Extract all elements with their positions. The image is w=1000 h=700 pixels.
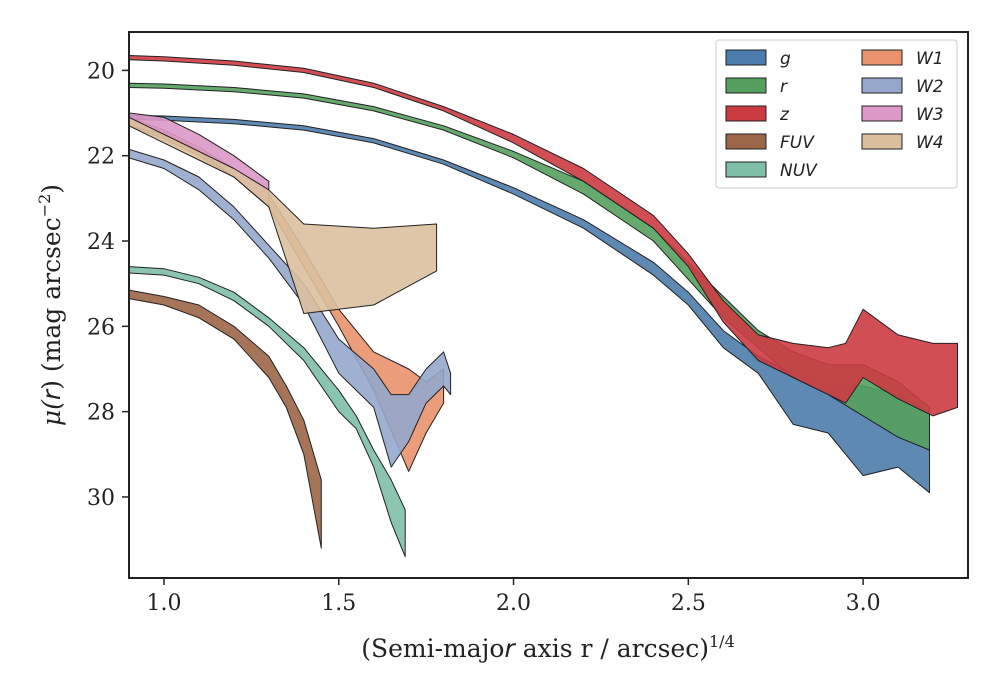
x-tick-label: 3.0	[846, 591, 881, 616]
legend-label-w1: W1	[916, 49, 944, 69]
legend-swatch-w1	[861, 49, 903, 66]
legend-label-r: r	[780, 77, 788, 97]
y-axis-label: μ(r) (mag arcsec−2)	[35, 184, 66, 426]
legend-swatch-w3	[861, 105, 903, 122]
series-layer	[129, 55, 958, 558]
legend-label-w3: W3	[916, 105, 944, 125]
y-axis: 20 22 24 26 28 30	[87, 59, 129, 511]
x-tick-label: 2.0	[496, 591, 531, 616]
legend-swatch-nuv	[725, 161, 767, 178]
y-tick-label: 24	[87, 230, 115, 255]
band-z	[129, 55, 958, 417]
legend-swatch-r	[725, 77, 767, 94]
band-w2	[129, 148, 452, 468]
legend-label-w4: W4	[916, 133, 944, 153]
legend-label-nuv: NUV	[780, 161, 818, 181]
plot-frame	[128, 31, 969, 579]
y-tick-label: 30	[87, 486, 115, 511]
legend-swatch-g	[725, 49, 767, 66]
legend-swatch-w2	[861, 77, 903, 94]
y-tick-label: 20	[87, 59, 115, 84]
legend-label-g: g	[780, 49, 791, 69]
x-tick-label: 1.0	[146, 591, 181, 616]
legend-label-fuv: FUV	[780, 133, 815, 153]
y-tick-label: 28	[87, 401, 115, 426]
band-fuv	[129, 289, 322, 549]
legend-label-w2: W2	[916, 77, 944, 97]
x-axis-label: (Semi-major axis r / arcsec)1/4	[361, 632, 735, 663]
legend-box	[715, 39, 958, 189]
legend-swatch-z	[725, 105, 767, 122]
y-tick-label: 22	[87, 145, 115, 170]
legend-swatch-fuv	[725, 133, 767, 150]
x-tick-label: 1.5	[321, 591, 356, 616]
x-axis: 1.0 1.5 2.0 2.5 3.0	[146, 578, 881, 616]
y-tick-label: 26	[87, 315, 115, 340]
band-nuv	[129, 266, 406, 558]
x-tick-label: 2.5	[671, 591, 706, 616]
legend: grz FUV NUV W1 W2 W3 W4	[715, 39, 958, 189]
band-g	[129, 114, 930, 494]
band-r	[129, 82, 930, 451]
legend-swatch-w4	[861, 133, 903, 150]
band-w4	[129, 116, 438, 314]
legend-label-z: z	[779, 105, 790, 125]
